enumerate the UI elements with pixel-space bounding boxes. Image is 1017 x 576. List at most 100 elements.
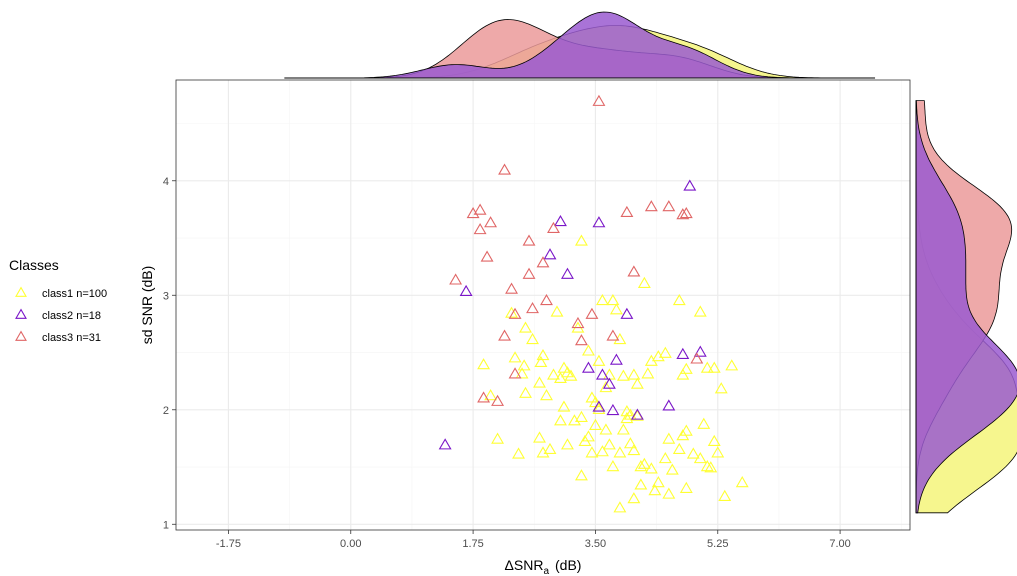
point-class1 [627, 368, 641, 380]
point-class1 [627, 492, 641, 504]
point-class3 [679, 206, 693, 219]
point-class2 [438, 438, 452, 450]
point-class1 [574, 469, 588, 481]
point-class1 [533, 431, 546, 443]
point-class2 [620, 307, 634, 319]
point-class2 [581, 361, 595, 373]
legend-key-class3 [15, 330, 27, 341]
point-class3 [491, 394, 505, 406]
point-class1 [620, 405, 634, 417]
legend: Classes class1 n=100 class2 n=18 class3 n=… [9, 257, 107, 344]
x-marginal-density [284, 11, 876, 79]
x-tick-label: 7.00 [829, 538, 850, 550]
point-class2 [676, 347, 690, 359]
point-class1 [679, 481, 693, 493]
point-class1 [574, 410, 588, 422]
point-class1 [609, 303, 623, 315]
point-class1 [554, 414, 567, 426]
y-tick-label: 4 [163, 176, 169, 188]
point-class3 [540, 293, 553, 306]
point-class2 [592, 400, 606, 412]
x-axis-title-unit: (dB) [555, 557, 581, 573]
point-class2 [561, 267, 574, 279]
point-class3 [574, 334, 588, 346]
point-class3 [498, 329, 512, 341]
point-class1 [599, 423, 613, 435]
grid-lines [176, 80, 910, 530]
point-class1 [536, 348, 550, 361]
point-class1 [599, 381, 613, 393]
point-class2 [630, 408, 644, 420]
x-density-class2 [364, 11, 862, 79]
y-axis-ticks: 1 2 3 4 [163, 176, 176, 531]
point-class1 [588, 395, 602, 408]
point-class1 [658, 346, 672, 358]
point-class3 [526, 302, 539, 314]
x-tick-label: 1.75 [462, 538, 483, 550]
point-class1 [641, 367, 655, 379]
point-class1 [672, 442, 686, 455]
point-class2 [693, 345, 707, 357]
y-tick-label: 3 [163, 290, 169, 302]
point-class1 [627, 443, 641, 456]
point-class1 [517, 359, 531, 371]
point-class3 [536, 256, 550, 268]
point-class1 [620, 411, 634, 424]
point-class3 [449, 273, 463, 285]
point-class1 [735, 476, 749, 488]
point-class3 [676, 208, 690, 220]
point-class1 [606, 460, 620, 472]
y-density-class2 [915, 100, 1017, 514]
point-class1 [672, 293, 686, 306]
point-class3 [662, 200, 676, 212]
point-class3 [484, 216, 498, 228]
point-class1 [648, 484, 662, 496]
y-marginal-density [915, 100, 1017, 514]
point-class1 [613, 446, 627, 458]
point-class1 [515, 367, 529, 379]
point-class1 [543, 442, 557, 455]
point-class1 [533, 376, 546, 388]
point-class1 [676, 368, 690, 380]
point-class1 [651, 476, 665, 488]
data-points [438, 94, 749, 513]
point-class3 [498, 163, 512, 175]
point-class1 [711, 446, 725, 458]
point-class2 [602, 377, 616, 389]
legend-label-class3: class3 n=31 [42, 332, 101, 344]
point-class3 [505, 282, 518, 294]
point-class2 [543, 248, 557, 260]
point-class1 [700, 460, 714, 472]
point-class2 [459, 284, 473, 297]
point-class1 [602, 438, 616, 450]
point-class3 [473, 203, 487, 215]
point-class1 [616, 423, 630, 435]
point-class3 [547, 221, 560, 234]
point-class1 [637, 276, 651, 288]
point-class1 [595, 445, 609, 457]
point-class1 [588, 418, 602, 430]
point-class2 [554, 214, 567, 227]
point-class1 [526, 332, 539, 345]
point-class3 [477, 391, 491, 403]
legend-label-class2: class2 n=18 [42, 310, 101, 322]
point-class1 [725, 359, 739, 371]
legend-title: Classes [9, 257, 59, 273]
point-class1 [665, 463, 679, 475]
y-axis-title: sd SNR (dB) [139, 266, 155, 345]
point-class1 [484, 389, 498, 401]
point-class1 [630, 377, 644, 389]
point-class1 [512, 447, 525, 459]
point-class1 [697, 417, 711, 429]
point-class1 [718, 489, 732, 501]
point-class1 [606, 293, 620, 306]
point-class1 [574, 234, 588, 246]
point-class1 [508, 351, 522, 363]
point-class1 [679, 362, 693, 374]
point-class2 [683, 179, 697, 191]
x-tick-label: -1.75 [216, 538, 241, 550]
x-axis-title-subscript: a [543, 566, 549, 576]
point-class2 [595, 368, 609, 380]
point-class3 [627, 265, 641, 277]
